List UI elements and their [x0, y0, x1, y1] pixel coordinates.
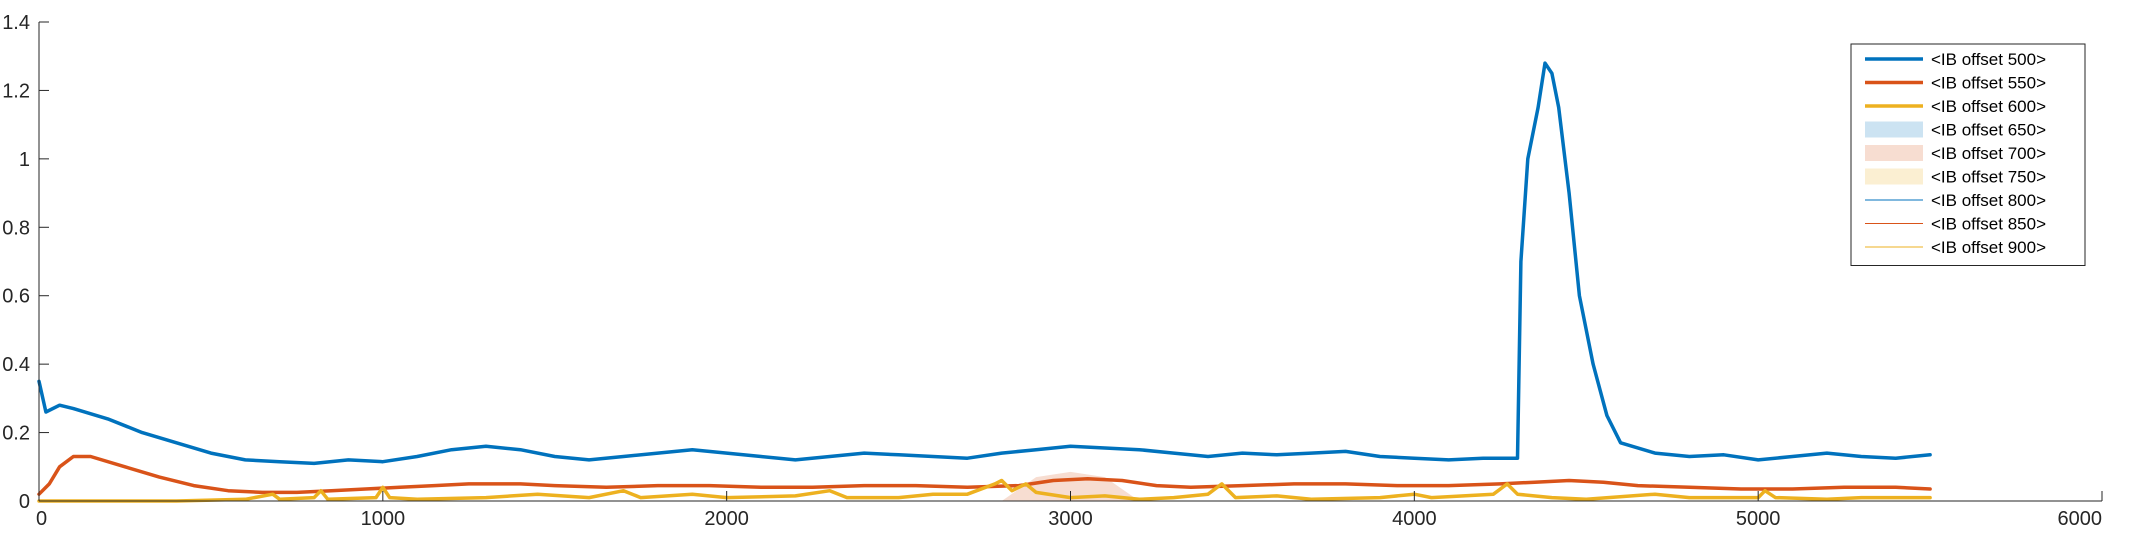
legend-label-6: <IB offset 800> [1931, 191, 2046, 210]
legend-label-7: <IB offset 850> [1931, 215, 2046, 234]
series-line-1 [37, 454, 1932, 496]
legend-label-3: <IB offset 650> [1931, 121, 2046, 140]
x-ticks: 0 1000 2000 3000 4000 5000 6000 [36, 491, 2103, 530]
legend-swatch-4 [1865, 145, 1923, 161]
x-tick-label: 1000 [361, 508, 406, 530]
x-tick-label: 3000 [1048, 508, 1093, 530]
y-tick-label: 0.2 [2, 423, 30, 445]
x-tick-label: 5000 [1736, 508, 1781, 530]
y-tick-label: 0.8 [2, 217, 30, 239]
legend-label-8: <IB offset 900> [1931, 238, 2046, 257]
legend-swatch-5 [1865, 168, 1923, 185]
series-line-0 [37, 61, 1932, 466]
legend-label-2: <IB offset 600> [1931, 97, 2046, 116]
x-tick-label: 6000 [2058, 508, 2103, 530]
legend-label-4: <IB offset 700> [1931, 144, 2046, 163]
y-tick-label: 1 [19, 149, 30, 171]
legend-label-0: <IB offset 500> [1931, 50, 2046, 69]
legend-swatch-3 [1865, 121, 1923, 138]
legend-label-1: <IB offset 550> [1931, 74, 2046, 93]
legend: <IB offset 500> <IB offset 550> <IB offset… [1850, 43, 2086, 266]
series-line-2 [37, 478, 1932, 503]
x-tick-label: 4000 [1392, 508, 1437, 530]
y-tick-label: 1.4 [2, 12, 30, 34]
axis-layer: 0 1000 2000 3000 4000 5000 6000 0 0.2 0.4 0.6 0.8 1… [2, 12, 2103, 530]
y-ticks: 0 0.2 0.4 0.6 0.8 1 1.2 1.4 [2, 12, 49, 513]
legend-label-5: <IB offset 750> [1931, 168, 2046, 187]
y-tick-label: 1.2 [2, 80, 30, 102]
line-layer [37, 61, 1932, 503]
y-tick-label: 0.6 [2, 286, 30, 308]
y-tick-label: 0.4 [2, 354, 30, 376]
x-tick-label: 0 [36, 508, 47, 530]
y-tick-label: 0 [19, 491, 30, 513]
x-tick-label: 2000 [704, 508, 749, 530]
